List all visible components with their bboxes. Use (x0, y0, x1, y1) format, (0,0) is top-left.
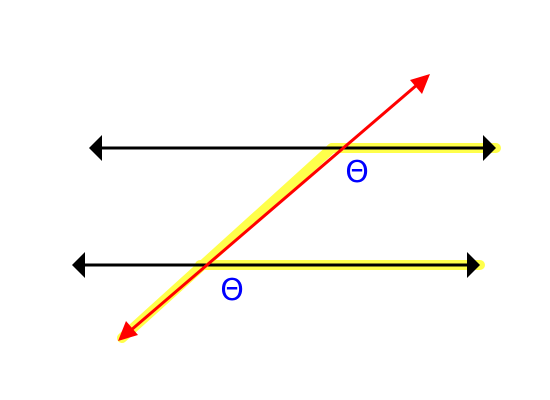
upper-line-right-arrowhead (483, 135, 496, 161)
upper-angle-label: Θ (345, 155, 369, 190)
transversal-upper-arrowhead (410, 74, 430, 94)
lower-line-right-arrowhead (467, 252, 480, 278)
upper-parallel-line (89, 135, 496, 161)
transversal-line (118, 74, 430, 341)
lower-line-left-arrowhead (72, 252, 85, 278)
transversal-lower-arrowhead (118, 321, 138, 341)
upper-line-left-arrowhead (89, 135, 102, 161)
lower-parallel-line (72, 252, 480, 278)
lower-angle-label: Θ (220, 273, 244, 308)
